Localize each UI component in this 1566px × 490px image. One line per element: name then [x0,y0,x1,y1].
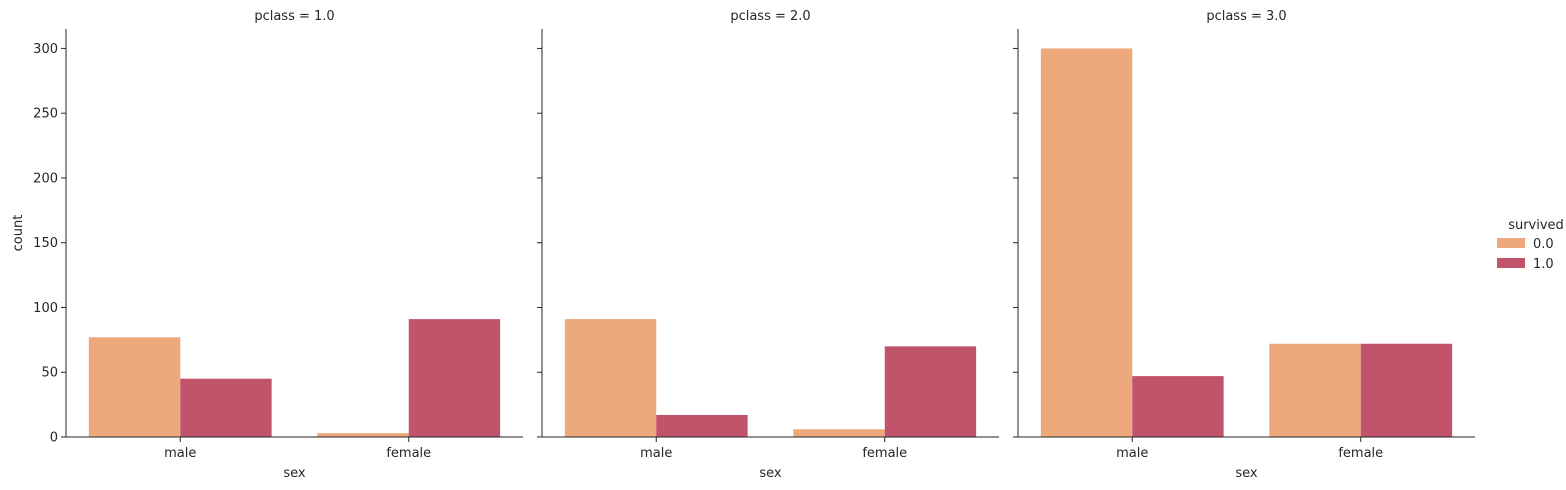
facet-title-1: pclass = 1.0 [254,9,334,24]
y-tick-label-100: 100 [33,301,58,316]
bar-pclass2-female-survived-0_0 [793,429,885,437]
bar-pclass1-female-survived-0_0 [317,433,409,437]
x-axis-label: sex [283,466,306,481]
y-tick-label-50: 50 [41,366,58,381]
x-tick-label-male: male [1116,446,1148,461]
legend-label-0_0: 0.0 [1533,237,1554,252]
y-tick-label-300: 300 [33,42,58,57]
legend-label-1_0: 1.0 [1533,257,1554,272]
y-tick-label-250: 250 [33,107,58,122]
bar-pclass2-female-survived-1_0 [884,346,977,437]
x-axis-label: sex [759,466,782,481]
bar-pclass1-male-survived-1_0 [180,378,272,437]
bar-pclass3-female-survived-1_0 [1360,343,1453,437]
bar-pclass3-male-survived-0_0 [1040,48,1133,438]
bar-pclass3-male-survived-1_0 [1132,376,1224,437]
y-tick-label-150: 150 [33,236,58,251]
y-tick-label-200: 200 [33,171,58,186]
legend-swatch-1_0 [1497,258,1525,268]
bar-pclass2-male-survived-0_0 [564,319,657,437]
y-tick-label-0: 0 [50,431,58,446]
legend-swatch-0_0 [1497,238,1525,248]
x-tick-label-female: female [1338,446,1383,461]
facet-title-3: pclass = 3.0 [1206,9,1286,24]
bar-pclass1-female-survived-1_0 [408,319,501,437]
bar-pclass2-male-survived-1_0 [656,414,748,437]
bar-pclass1-male-survived-0_0 [88,337,181,437]
x-tick-label-female: female [386,446,431,461]
bar-pclass3-female-survived-0_0 [1269,343,1361,437]
facet-title-2: pclass = 2.0 [730,9,810,24]
x-axis-label: sex [1235,466,1258,481]
x-tick-label-male: male [164,446,196,461]
y-axis-label: count [11,215,26,252]
x-tick-label-female: female [862,446,907,461]
legend-title: survived [1508,218,1564,233]
x-tick-label-male: male [640,446,672,461]
